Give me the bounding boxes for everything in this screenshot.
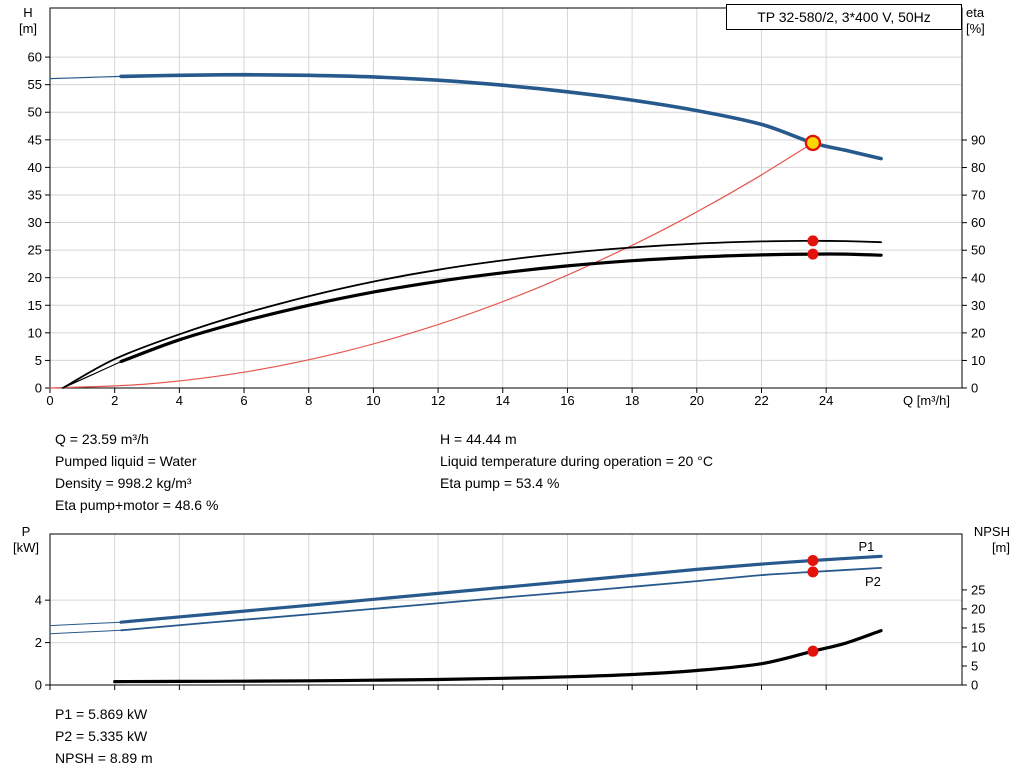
system-curve bbox=[49, 142, 814, 389]
eta-pump-motor-lead bbox=[62, 360, 122, 389]
x-tick-label: 12 bbox=[431, 393, 445, 408]
x-tick-label: 22 bbox=[754, 393, 768, 408]
pump-title-box: TP 32-580/2, 3*400 V, 50Hz bbox=[726, 4, 962, 30]
x-tick-label: 14 bbox=[496, 393, 510, 408]
left-tick-label: 20 bbox=[28, 270, 42, 285]
x-tick-label: 20 bbox=[690, 393, 704, 408]
npsh-axis-label-line2: [m] bbox=[991, 540, 1010, 555]
duty-q: Q = 23.59 m³/h bbox=[55, 431, 149, 447]
left-tick-label: 55 bbox=[28, 77, 42, 92]
eta-axis-label-line2: [%] bbox=[966, 21, 985, 36]
npsh-point-marker bbox=[807, 645, 819, 657]
pump-title: TP 32-580/2, 3*400 V, 50Hz bbox=[757, 9, 931, 25]
p1-curve-lead bbox=[49, 621, 122, 627]
right-tick-label: 70 bbox=[971, 188, 985, 203]
plot-frame bbox=[49, 7, 963, 389]
hq-eta-chart: 0 2 4 6 8 10 12 14 16 18 20 22 240510152025303540455… bbox=[28, 7, 985, 408]
p-axis-label: P [kW] bbox=[6, 524, 46, 556]
x-tick-label: 24 bbox=[819, 393, 833, 408]
duty-h: H = 44.44 m bbox=[440, 431, 517, 447]
left-tick-label: 0 bbox=[35, 381, 42, 396]
left-tick-label: 40 bbox=[28, 160, 42, 175]
duty-info-right: H = 44.44 m Liquid temperature during op… bbox=[440, 428, 713, 494]
left-tick-label: 2 bbox=[35, 635, 42, 650]
left-tick-label: 60 bbox=[28, 50, 42, 65]
x-tick-label: 8 bbox=[305, 393, 312, 408]
npsh-axis-label: NPSH [m] bbox=[960, 524, 1010, 556]
right-tick-label: 10 bbox=[971, 639, 985, 654]
h-axis-label-line2: [m] bbox=[18, 21, 38, 36]
right-tick-label: 60 bbox=[971, 215, 985, 230]
x-tick-label: 2 bbox=[111, 393, 118, 408]
eta-pump-motor-curve bbox=[119, 252, 883, 364]
power-info: P1 = 5.869 kW P2 = 5.335 kW NPSH = 8.89 … bbox=[55, 703, 153, 769]
duty-liquid: Pumped liquid = Water bbox=[55, 453, 197, 469]
h-curve-lead bbox=[49, 75, 122, 80]
right-tick-label: 25 bbox=[971, 582, 985, 597]
h-curve bbox=[119, 72, 883, 161]
right-tick-label: 20 bbox=[971, 325, 985, 340]
left-tick-label: 10 bbox=[28, 325, 42, 340]
right-tick-label: 90 bbox=[971, 132, 985, 147]
eta-pump-motor-point-marker bbox=[807, 248, 819, 260]
x-tick-label: 0 bbox=[46, 393, 53, 408]
right-tick-label: 30 bbox=[971, 298, 985, 313]
q-axis-label: Q [m³/h] bbox=[903, 393, 950, 408]
eta-pump-curve bbox=[62, 239, 882, 389]
npsh-axis-label-line1: NPSH bbox=[973, 524, 1010, 539]
duty-info-left: Q = 23.59 m³/h Pumped liquid = Water Den… bbox=[55, 428, 218, 516]
x-tick-label: 10 bbox=[366, 393, 380, 408]
annotation-P1: P1 bbox=[859, 539, 875, 554]
duty-npsh: NPSH = 8.89 m bbox=[55, 750, 153, 766]
duty-eta-pump: Eta pump = 53.4 % bbox=[440, 475, 560, 491]
right-tick-label: 5 bbox=[971, 658, 978, 673]
right-tick-label: 20 bbox=[971, 601, 985, 616]
left-tick-label: 45 bbox=[28, 132, 42, 147]
eta-axis-label: eta [%] bbox=[966, 5, 1012, 37]
left-tick-label: 50 bbox=[28, 105, 42, 120]
duty-eta-pump-motor: Eta pump+motor = 48.6 % bbox=[55, 497, 219, 513]
p-axis-label-line1: P bbox=[21, 524, 31, 539]
duty-p1: P1 = 5.869 kW bbox=[55, 706, 148, 722]
p-axis-label-line2: [kW] bbox=[13, 540, 39, 555]
p1-point-marker bbox=[807, 555, 819, 567]
p2-curve bbox=[120, 567, 882, 632]
left-tick-label: 15 bbox=[28, 298, 42, 313]
left-tick-label: 4 bbox=[35, 593, 42, 608]
h-axis-label: H [m] bbox=[10, 5, 46, 37]
right-tick-label: 40 bbox=[971, 270, 985, 285]
p2-point-marker bbox=[807, 566, 819, 578]
annotation-P2: P2 bbox=[865, 574, 881, 589]
plot-frame bbox=[49, 533, 963, 686]
right-tick-label: 10 bbox=[971, 353, 985, 368]
p1-curve bbox=[119, 554, 883, 624]
p2-curve-lead bbox=[49, 629, 122, 635]
left-tick-label: 30 bbox=[28, 215, 42, 230]
eta-axis-label-line1: eta bbox=[966, 5, 985, 20]
x-tick-label: 4 bbox=[176, 393, 183, 408]
duty-point-marker bbox=[804, 134, 822, 152]
left-tick-label: 25 bbox=[28, 243, 42, 258]
right-tick-label: 15 bbox=[971, 620, 985, 635]
duty-p2: P2 = 5.335 kW bbox=[55, 728, 148, 744]
h-axis-label-line1: H bbox=[23, 5, 33, 20]
power-npsh-chart: 0 2 4 0 5 10 15 20 25 P1 P2 bbox=[35, 533, 985, 693]
npsh-curve bbox=[113, 629, 883, 684]
x-tick-label: 16 bbox=[560, 393, 574, 408]
left-tick-label: 5 bbox=[35, 353, 42, 368]
eta-pump-point-marker bbox=[807, 235, 819, 247]
right-tick-label: 50 bbox=[971, 243, 985, 258]
duty-temperature: Liquid temperature during operation = 20… bbox=[440, 453, 713, 469]
x-tick-label: 18 bbox=[625, 393, 639, 408]
right-tick-label: 0 bbox=[971, 678, 978, 693]
left-tick-label: 35 bbox=[28, 187, 42, 202]
right-tick-label: 80 bbox=[971, 160, 985, 175]
duty-density: Density = 998.2 kg/m³ bbox=[55, 475, 192, 491]
left-tick-label: 0 bbox=[35, 678, 42, 693]
right-tick-label: 0 bbox=[971, 381, 978, 396]
x-tick-label: 6 bbox=[240, 393, 247, 408]
